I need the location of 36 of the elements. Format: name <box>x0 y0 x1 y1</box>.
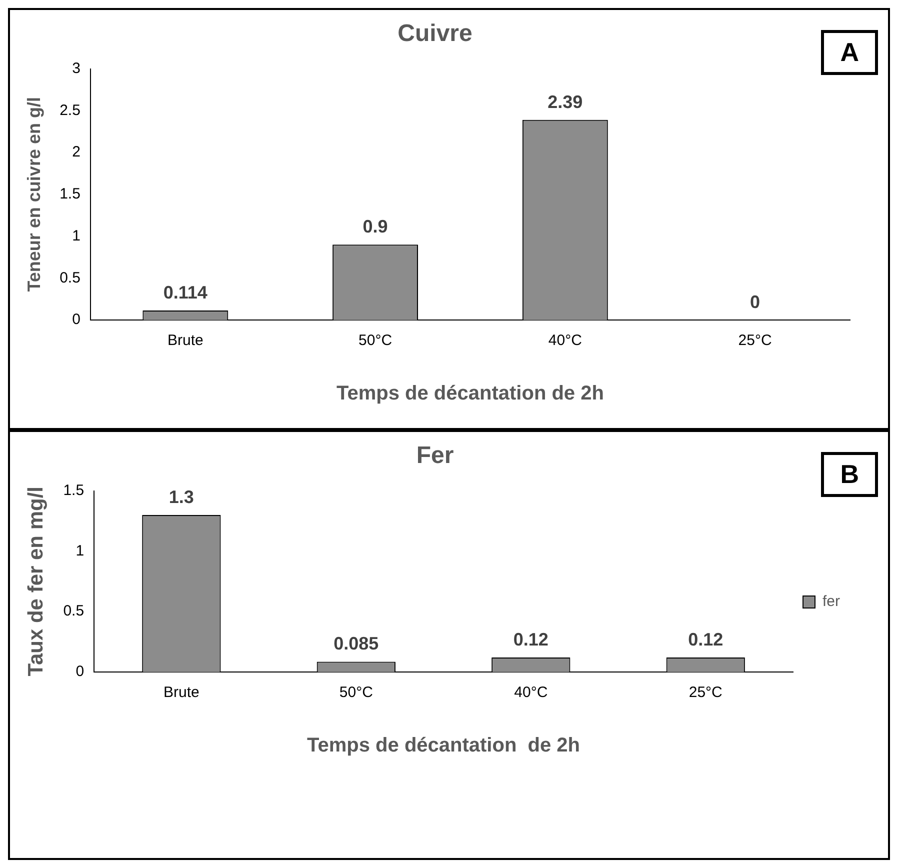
x-tick-label: 50°C <box>358 332 392 350</box>
data-label: 0 <box>750 292 760 312</box>
text: B <box>821 452 878 497</box>
text: A <box>821 30 878 75</box>
y-tick-label: 3 <box>72 60 80 77</box>
data-label: 0.12 <box>688 629 724 650</box>
y-tick-label: 0.5 <box>63 602 84 620</box>
y-tick-label: 0 <box>76 663 84 680</box>
data-label: 2.39 <box>548 92 583 112</box>
y-tick-label: 1 <box>76 542 84 560</box>
chart-title: Fer <box>416 442 454 470</box>
data-label: 1.3 <box>168 486 194 507</box>
y-tick-label: 1.5 <box>63 482 84 499</box>
x-tick-label: 40°C <box>548 332 582 350</box>
y-tick-label: 0.5 <box>60 269 80 286</box>
x-tick-label: 40°C <box>514 684 548 702</box>
data-label: 0.12 <box>513 629 548 650</box>
chart-title: Cuivre <box>398 20 472 48</box>
legend-label: fer <box>822 593 840 610</box>
x-tick-label: 50°C <box>339 684 374 702</box>
y-axis-title: Taux de fer en mg/l <box>24 486 48 676</box>
x-tick-label: Brute <box>167 332 204 350</box>
y-tick-label: 2 <box>72 144 80 161</box>
data-label: 0.085 <box>334 634 379 654</box>
y-tick-label: 1.5 <box>60 186 80 203</box>
y-tick-label: 0 <box>72 311 80 328</box>
y-axis-title: Teneur en cuivre en g/l <box>24 97 44 292</box>
y-tick-label: 2.5 <box>60 102 80 119</box>
data-label: 0.114 <box>163 282 208 302</box>
x-tick-label: 25°C <box>688 684 723 702</box>
x-axis-title: Temps de décantation de 2h <box>336 382 604 405</box>
x-tick-label: Brute <box>163 684 200 702</box>
x-axis-title: Temps de décantation de 2h <box>307 734 580 757</box>
y-tick-label: 1 <box>72 227 80 244</box>
data-label: 0.9 <box>362 216 388 237</box>
x-tick-label: 25°C <box>738 332 772 350</box>
